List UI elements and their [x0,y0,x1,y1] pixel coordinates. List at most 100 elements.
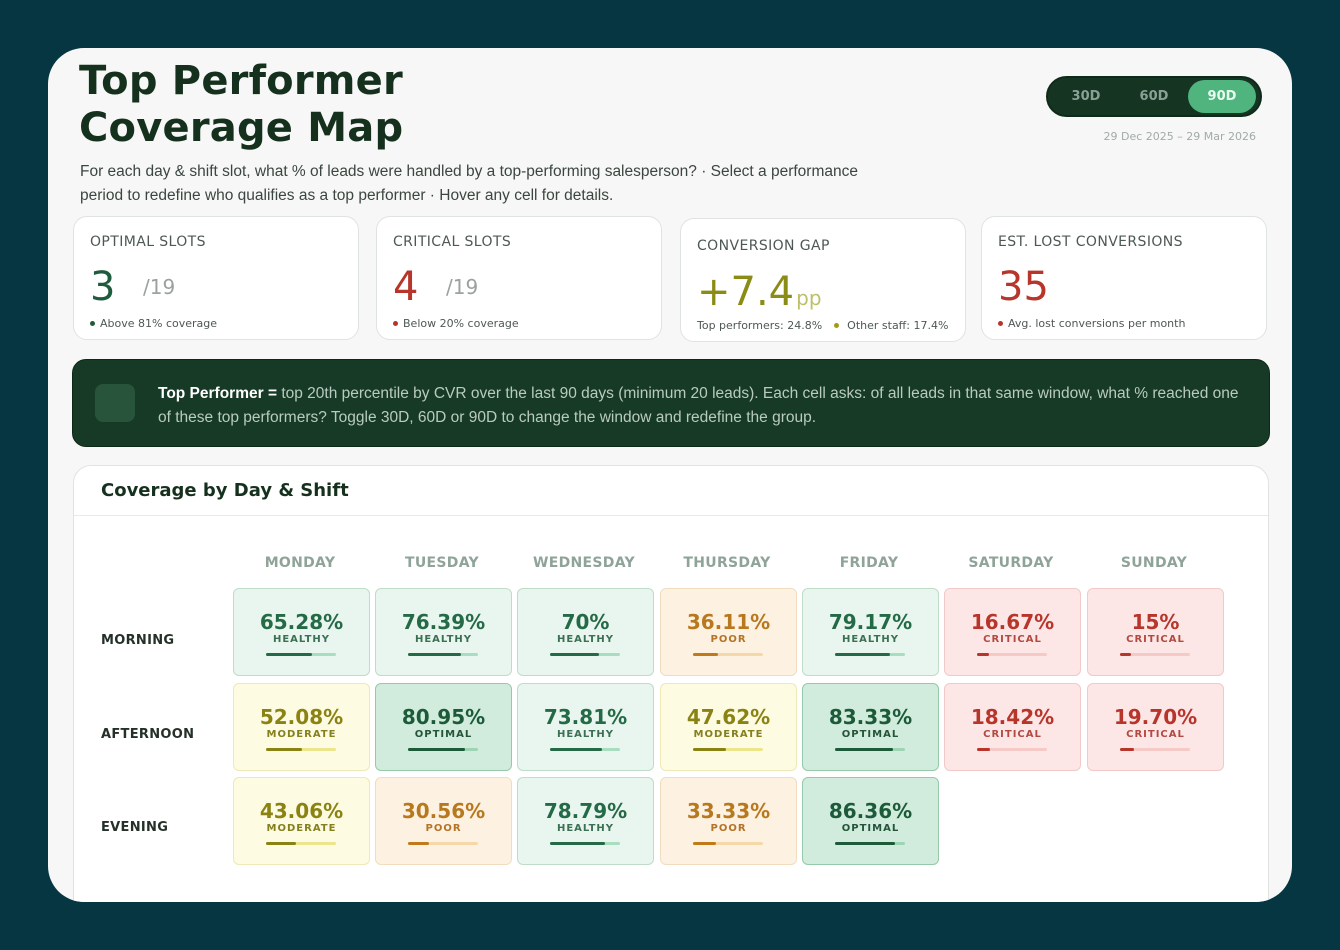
kpi-gap-label: CONVERSION GAP [697,238,830,254]
definition-banner: Top Performer = top 20th percentile by C… [72,359,1270,447]
cell-value: 43.06% [259,799,344,823]
period-60d-button[interactable]: 60D [1139,89,1169,104]
heatmap-cell-friday-morning[interactable]: 79.17% HEALTHY [802,588,939,676]
period-30d-button[interactable]: 30D [1071,89,1101,104]
cell-progress-fill [550,748,602,751]
cell-progress-bar [693,653,763,656]
cell-progress-bar [550,842,620,845]
heatmap-cell-thursday-morning[interactable]: 36.11% POOR [660,588,797,676]
cell-status: POOR [710,634,747,645]
cell-progress-bar [693,842,763,845]
cell-progress-fill [977,653,989,656]
cell-progress-bar [266,653,336,656]
heatmap-title: Coverage by Day & Shift [101,480,349,501]
heatmap-cell-monday-afternoon[interactable]: 52.08% MODERATE [233,683,370,771]
kpi-optimal-note-text: Above 81% coverage [100,317,218,330]
page-subtitle-line-1: For each day & shift slot, what % of lea… [80,163,858,180]
heatmap-cell-sunday-afternoon[interactable]: 19.70% CRITICAL [1087,683,1224,771]
cell-progress-fill [408,748,465,751]
heatmap-cell-thursday-evening[interactable]: 33.33% POOR [660,777,797,865]
kpi-gap-note: Top performers: 24.8% Other staff: 17.4% [697,319,948,332]
banner-body: top 20th percentile by CVR over the last… [158,385,1239,426]
day-header-wednesday: WEDNESDAY [533,555,635,571]
heatmap-cell-wednesday-evening[interactable]: 78.79% HEALTHY [517,777,654,865]
cell-status: CRITICAL [1126,634,1185,645]
cell-progress-bar [408,653,478,656]
cell-value: 52.08% [259,705,344,729]
cell-progress-bar [835,748,905,751]
cell-status: OPTIMAL [841,729,900,740]
kpi-optimal-label: OPTIMAL SLOTS [90,234,206,250]
page-subtitle-line-2: period to redefine who qualifies as a to… [80,187,614,204]
heatmap-cell-sunday-morning[interactable]: 15% CRITICAL [1087,588,1224,676]
banner-bold: Top Performer = [158,385,278,402]
cell-value: 47.62% [686,705,771,729]
heatmap-cell-tuesday-morning[interactable]: 76.39% HEALTHY [375,588,512,676]
kpi-optimal-dot [90,320,95,326]
cell-progress-fill [266,748,303,751]
cell-progress-fill [835,653,891,656]
cell-status: HEALTHY [556,634,615,645]
page-subtitle: For each day & shift slot, what % of lea… [80,160,880,208]
cell-progress-bar [693,748,763,751]
cell-progress-bar [835,842,905,845]
kpi-lost-dot [998,320,1003,326]
period-90d-button[interactable]: 90D [1188,80,1256,113]
cell-value: 18.42% [970,705,1055,729]
kpi-lost-label: EST. LOST CONVERSIONS [998,234,1183,250]
kpi-lost-value: 35 [998,264,1049,310]
kpi-optimal-denom: /19 [143,275,176,299]
day-header-friday: FRIDAY [839,555,899,571]
dashboard-frame: Top Performer Coverage Map For each day … [48,48,1292,902]
cell-value: 36.11% [686,610,771,634]
page-title-line-2: Coverage Map [79,105,404,151]
cell-value: 70% [561,610,610,634]
cell-progress-fill [693,842,717,845]
heatmap-cell-tuesday-evening[interactable]: 30.56% POOR [375,777,512,865]
cell-status: MODERATE [693,729,764,740]
cell-progress-fill [266,653,312,656]
kpi-lost-note: Avg. lost conversions per month [998,317,1185,330]
heatmap-cell-saturday-afternoon[interactable]: 18.42% CRITICAL [944,683,1081,771]
cell-progress-bar [977,748,1047,751]
cell-status: MODERATE [266,729,337,740]
cell-status: CRITICAL [983,729,1042,740]
page-title-line-1: Top Performer [79,58,403,104]
cell-value: 15% [1131,610,1180,634]
cell-progress-bar [1120,748,1190,751]
cell-progress-fill [550,653,599,656]
heatmap-cell-wednesday-morning[interactable]: 70% HEALTHY [517,588,654,676]
heatmap-cell-monday-morning[interactable]: 65.28% HEALTHY [233,588,370,676]
kpi-gap-other-value: 17.4% [913,319,949,332]
cell-progress-bar [266,748,336,751]
cell-value: 76.39% [401,610,486,634]
date-range: 29 Dec 2025 – 29 Mar 2026 [1103,130,1256,143]
cell-progress-fill [835,842,896,845]
heatmap-cell-friday-evening[interactable]: 86.36% OPTIMAL [802,777,939,865]
cell-value: 78.79% [543,799,628,823]
kpi-critical-denom: /19 [446,275,479,299]
cell-progress-bar [835,653,905,656]
cell-value: 65.28% [259,610,344,634]
cell-status: HEALTHY [556,823,615,834]
kpi-optimal-slots: OPTIMAL SLOTS 3 /19 Above 81% coverage [73,216,359,340]
heatmap-cell-tuesday-afternoon[interactable]: 80.95% OPTIMAL [375,683,512,771]
cell-progress-bar [266,842,336,845]
cell-progress-bar [550,748,620,751]
kpi-lost-note-text: Avg. lost conversions per month [1008,317,1186,330]
kpi-optimal-value: 3 [90,264,116,310]
cell-progress-bar [1120,653,1190,656]
kpi-gap-other-label: Other staff: [847,319,910,332]
heatmap-cell-friday-afternoon[interactable]: 83.33% OPTIMAL [802,683,939,771]
heatmap-cell-thursday-afternoon[interactable]: 47.62% MODERATE [660,683,797,771]
heatmap-cell-saturday-morning[interactable]: 16.67% CRITICAL [944,588,1081,676]
cell-progress-fill [835,748,894,751]
cell-progress-fill [408,653,462,656]
banner-text: Top Performer = top 20th percentile by C… [158,382,1248,430]
cell-value: 86.36% [828,799,913,823]
day-header-thursday: THURSDAY [683,555,771,571]
kpi-gap-number: +7.4 [697,269,795,315]
cell-value: 80.95% [401,705,486,729]
heatmap-cell-monday-evening[interactable]: 43.06% MODERATE [233,777,370,865]
heatmap-cell-wednesday-afternoon[interactable]: 73.81% HEALTHY [517,683,654,771]
